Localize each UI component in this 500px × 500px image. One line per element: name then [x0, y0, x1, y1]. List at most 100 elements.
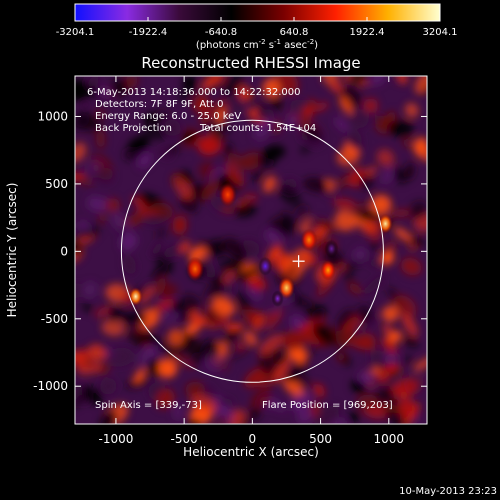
plot-area: [75, 76, 427, 424]
texture-blob: [134, 207, 160, 218]
texture-blob: [290, 392, 313, 412]
emission-source: [186, 256, 205, 282]
texture-blob: [349, 411, 360, 423]
texture-blob: [163, 119, 181, 137]
spin-axis-annotation: Spin Axis = [339,-73]: [95, 400, 202, 411]
texture-blob: [147, 109, 170, 127]
texture-blob: [390, 120, 414, 138]
texture-blob: [185, 381, 206, 398]
texture-blob: [213, 131, 225, 142]
plot-frame: [74, 75, 428, 425]
texture-blob: [356, 304, 373, 323]
x-tick-label: -1000: [98, 432, 133, 446]
texture-blob: [273, 357, 291, 383]
y-tick-label: 0: [60, 244, 68, 258]
texture-blob: [132, 196, 147, 211]
texture-blob: [370, 258, 380, 268]
texture-blob: [329, 79, 343, 93]
texture-blob: [246, 287, 263, 301]
spin-axis-marker: [292, 255, 305, 268]
colorbar-tick-label: 3204.1: [423, 27, 458, 38]
texture-blob: [405, 162, 415, 180]
texture-blob: [110, 78, 128, 97]
texture-blob: [189, 310, 203, 327]
texture-blob: [156, 298, 174, 311]
texture-blob: [105, 198, 120, 213]
texture-blob: [254, 109, 275, 121]
texture-blob: [364, 220, 382, 241]
texture-blob: [292, 296, 313, 309]
texture-blob: [382, 325, 395, 336]
texture-blob: [251, 170, 262, 181]
texture-blob: [281, 218, 296, 232]
emission-sources: [128, 182, 393, 307]
flare-position-annotation: Flare Position = [969,203]: [262, 400, 393, 411]
texture-blob: [315, 404, 340, 424]
texture-blob: [75, 142, 87, 163]
texture-blob: [163, 245, 183, 258]
texture-blob: [413, 357, 427, 372]
texture-blob: [263, 144, 286, 160]
texture-blob: [243, 331, 258, 346]
texture-blob: [226, 152, 248, 169]
texture-blob: [369, 240, 380, 251]
texture-blob: [235, 291, 252, 310]
y-tick-label: 1000: [37, 109, 68, 123]
texture-blob: [218, 398, 234, 406]
texture-blob: [129, 214, 143, 224]
texture-blob: [128, 137, 148, 151]
texture-blob: [225, 161, 243, 185]
texture-blob: [179, 307, 191, 323]
emission-source: [128, 287, 143, 306]
texture-blob: [250, 388, 272, 409]
texture-blob: [282, 328, 312, 349]
texture-blob: [351, 202, 371, 215]
texture-blob: [200, 179, 220, 201]
texture-blob: [81, 301, 93, 313]
texture-blob: [302, 177, 329, 193]
texture-blob: [253, 312, 266, 332]
texture-blob: [198, 161, 216, 179]
texture-blob: [401, 257, 422, 276]
texture-blob: [190, 394, 217, 414]
colorbar-tick-label: 1922.4: [350, 27, 385, 38]
texture-blob: [204, 278, 224, 299]
texture-blob: [101, 320, 125, 336]
texture-blob: [267, 245, 283, 261]
texture-blob: [197, 135, 222, 156]
texture-blob: [343, 271, 355, 282]
texture-blob: [167, 328, 185, 346]
texture-blob: [288, 99, 306, 109]
texture-blob: [221, 205, 234, 214]
texture-blob: [179, 240, 191, 254]
texture-blob: [370, 194, 392, 215]
texture-blob: [173, 403, 183, 421]
texture-blob: [199, 106, 215, 124]
texture-blob: [414, 76, 427, 95]
texture-blob: [383, 386, 396, 404]
texture-blob: [381, 337, 398, 354]
texture-blob: [393, 166, 407, 184]
texture-blob: [205, 304, 222, 328]
texture-blob: [243, 194, 259, 201]
texture-blob: [204, 352, 224, 372]
texture-blob: [402, 138, 414, 148]
y-tick-label: 500: [45, 177, 68, 191]
texture-blob: [401, 313, 418, 337]
texture-blob: [285, 360, 307, 383]
texture-blob: [262, 77, 282, 98]
texture-blob: [238, 85, 252, 102]
texture-blob: [89, 84, 100, 99]
texture-blob: [390, 209, 413, 218]
texture-blob: [83, 357, 94, 368]
texture-blob: [382, 305, 399, 323]
texture-blob: [381, 167, 393, 185]
texture-blob: [178, 82, 197, 102]
texture-blob: [190, 352, 203, 366]
texture-blob: [123, 255, 137, 275]
y-axis-label: Heliocentric Y (arcsec): [5, 183, 19, 318]
texture-blob: [408, 234, 420, 248]
texture-blob: [353, 247, 368, 263]
texture-blob: [151, 263, 171, 280]
counts-annotation: Total counts: 1.54E+04: [199, 123, 316, 134]
